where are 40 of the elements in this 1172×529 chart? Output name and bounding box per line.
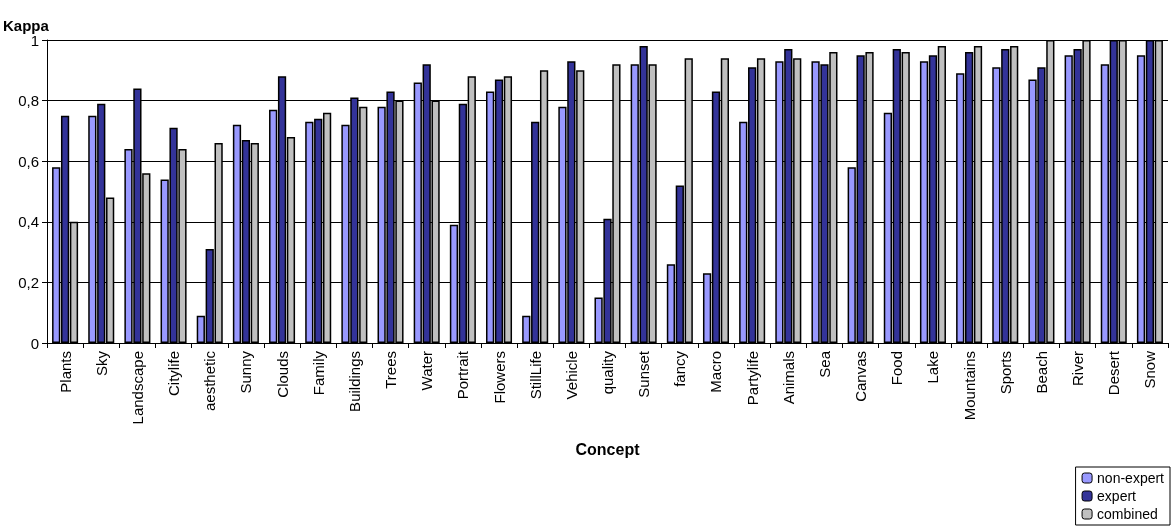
x-tick-label: Mountains [960, 351, 978, 421]
x-tick-label: River [1069, 351, 1087, 387]
y-tick-label: 0,6 [18, 152, 39, 170]
x-tick-label: Vehicle [562, 351, 580, 400]
y-tick-label: 0,4 [18, 213, 39, 231]
x-tick-label: Sunset [635, 350, 653, 398]
x-tick-label: quality [599, 350, 616, 395]
x-tick-label: Water [418, 351, 436, 391]
x-tick-label: Trees [382, 351, 400, 389]
x-tick-label: Lake [924, 351, 942, 384]
x-tick-label: Food [888, 351, 906, 386]
x-tick-label: StillLife [526, 351, 544, 400]
legend-label: non-expert [1097, 470, 1165, 486]
x-tick-label: Animals [779, 351, 797, 405]
x-tick-label: Sunny [237, 350, 255, 394]
x-tick-label: aesthetic [201, 350, 219, 412]
x-tick-label: Flowers [490, 351, 508, 404]
x-tick-label: Desert [1105, 350, 1123, 396]
x-tick-label: Sky [92, 350, 110, 377]
x-tick-label: Partylife [743, 351, 761, 406]
x-tick-label: Sea [815, 350, 833, 378]
x-axis-title: Concept [575, 440, 641, 458]
x-tick-label: Plants [56, 351, 74, 393]
y-tick-label: 0,8 [18, 92, 39, 110]
x-tick-label: Citylife [165, 351, 183, 397]
legend-label: expert [1097, 488, 1137, 504]
x-tick-label: Landscape [128, 351, 146, 425]
x-tick-label: Canvas [852, 351, 870, 402]
x-tick-label: Sports [996, 351, 1014, 395]
x-tick-label: Buildings [345, 351, 363, 412]
x-tick-label: fancy [671, 350, 689, 387]
x-tick-label: Portrait [454, 350, 472, 400]
y-tick-label: 0,2 [18, 273, 39, 291]
x-tick-label: Beach [1032, 351, 1050, 394]
legend-label: combined [1097, 506, 1158, 522]
x-tick-label: Clouds [273, 351, 291, 398]
x-tick-label: Snow [1141, 350, 1159, 389]
y-tick-label: 0 [30, 334, 39, 352]
x-tick-label: Family [309, 350, 327, 396]
x-tick-label: Macro [707, 351, 725, 393]
